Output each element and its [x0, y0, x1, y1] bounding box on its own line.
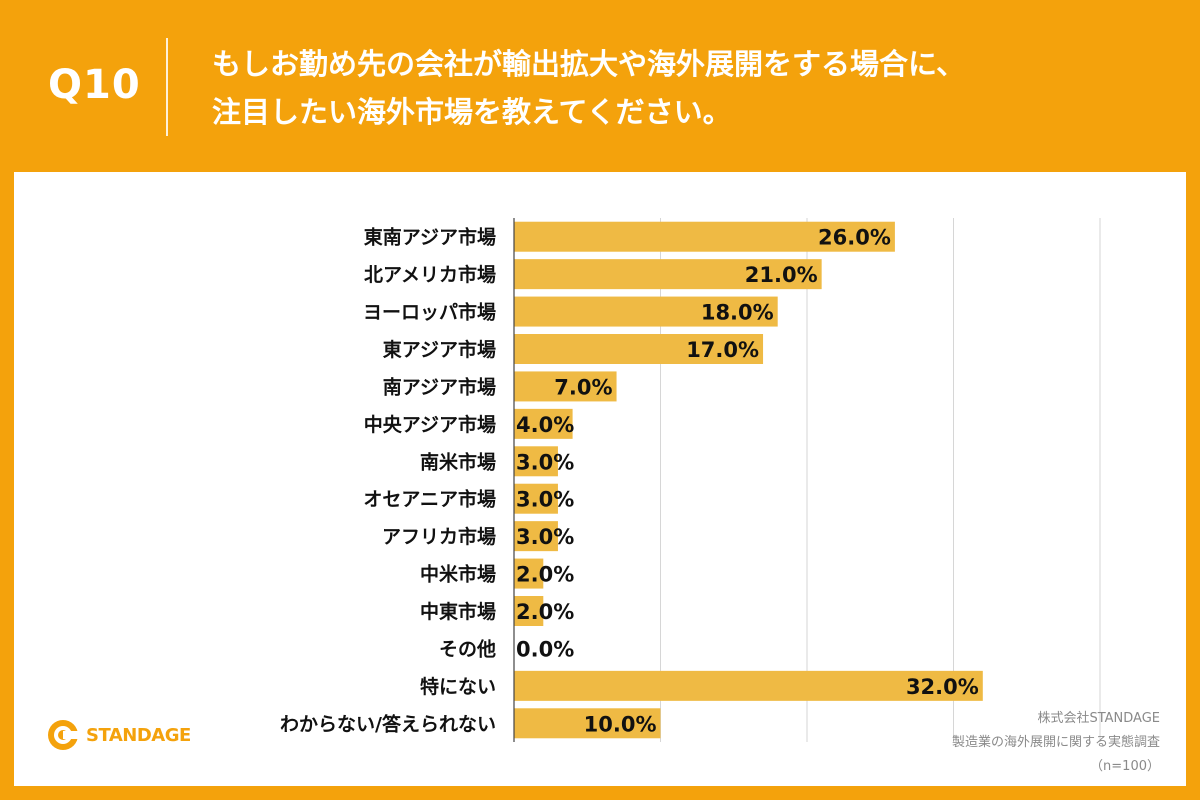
bar	[514, 259, 822, 290]
value-label: 10.0%	[584, 712, 657, 736]
bar	[514, 596, 544, 626]
bar	[514, 334, 764, 364]
value-label: 3.0%	[516, 525, 574, 549]
category-label: オセアニア市場	[363, 488, 496, 511]
bar	[514, 483, 558, 514]
category-label: 中央アジア市場	[364, 413, 496, 436]
logo-text: STANDAGE	[86, 724, 191, 746]
value-label: 21.0%	[745, 263, 818, 287]
value-label: 2.0%	[516, 600, 574, 624]
question-number: Q10	[48, 62, 141, 108]
source-sample: （n=100）	[1090, 759, 1160, 774]
header-divider	[166, 38, 168, 136]
bar	[514, 708, 661, 739]
bar	[514, 221, 895, 252]
bar	[514, 446, 558, 477]
value-label: 18.0%	[701, 301, 774, 325]
category-label: ヨーロッパ市場	[363, 301, 496, 324]
source-company: 株式会社STANDAGE	[1037, 711, 1160, 726]
value-label: 0.0%	[516, 637, 574, 661]
standage-logo-icon	[48, 720, 79, 750]
question-text: もしお勤め先の会社が輸出拡大や海外展開をする場合に、 注目したい海外市場を教えて…	[212, 40, 1172, 136]
category-label: 南米市場	[420, 450, 496, 473]
category-label: 北アメリカ市場	[364, 263, 496, 286]
chart-panel: 東南アジア市場 26.0% 北アメリカ市場 21.0% ヨーロッパ市場 18.0% 東アジア…	[14, 172, 1186, 786]
category-label: わからない/答えられない	[280, 712, 496, 735]
category-label: その他	[439, 637, 496, 660]
value-label: 3.0%	[516, 488, 574, 512]
source-survey: 製造業の海外展開に関する実態調査	[951, 735, 1160, 750]
bar	[514, 521, 558, 552]
value-label: 7.0%	[554, 375, 612, 399]
value-label: 2.0%	[516, 563, 574, 587]
category-label: 南アジア市場	[383, 375, 496, 398]
value-label: 4.0%	[516, 413, 574, 437]
bar	[514, 296, 778, 327]
bar-chart: 東南アジア市場 26.0% 北アメリカ市場 21.0% ヨーロッパ市場 18.0% 東アジア…	[280, 218, 1101, 742]
category-label: 特にない	[420, 676, 496, 698]
value-label: 3.0%	[516, 450, 574, 474]
category-label: 東アジア市場	[383, 338, 496, 361]
category-label: アフリカ市場	[382, 525, 496, 548]
question-header: Q10 もしお勤め先の会社が輸出拡大や海外展開をする場合に、 注目したい海外市場…	[0, 0, 1200, 170]
bar	[514, 558, 544, 589]
category-label: 中東市場	[420, 600, 496, 623]
value-label: 17.0%	[686, 338, 759, 362]
bar	[514, 371, 617, 402]
question-line-1: もしお勤め先の会社が輸出拡大や海外展開をする場合に、	[212, 47, 966, 81]
category-label: 中米市場	[420, 563, 496, 586]
standage-logo: STANDAGE	[46, 718, 191, 752]
value-label: 26.0%	[818, 226, 891, 250]
bar	[514, 408, 573, 439]
question-line-2: 注目したい海外市場を教えてください。	[212, 95, 732, 129]
category-label: 東南アジア市場	[364, 226, 496, 249]
value-label: 32.0%	[906, 675, 979, 699]
source-note: 株式会社STANDAGE 製造業の海外展開に関する実態調査 （n=100）	[952, 707, 1160, 779]
bar	[514, 670, 983, 701]
